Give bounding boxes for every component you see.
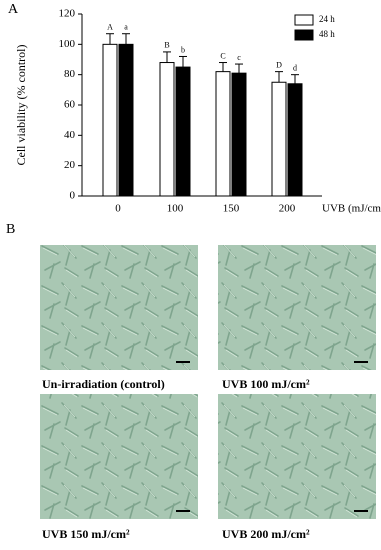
micrograph <box>218 394 376 519</box>
micrograph <box>40 394 198 519</box>
bar <box>215 71 231 197</box>
legend-label: 24 h <box>319 14 335 24</box>
significance-letter: a <box>124 23 128 32</box>
bar <box>231 72 247 197</box>
x-axis-label: UVB (mJ/cm²) <box>322 203 381 215</box>
y-tick-label: 120 <box>59 8 76 20</box>
caption: UVB 150 mJ/cm² <box>42 527 130 541</box>
x-tick-label: 100 <box>167 203 184 215</box>
significance-letter: b <box>181 45 185 54</box>
x-tick-label: 0 <box>115 203 121 215</box>
micrograph <box>40 245 198 370</box>
y-tick-label: 80 <box>64 68 76 80</box>
significance-letter: B <box>164 41 169 50</box>
bar <box>102 43 118 197</box>
caption: Un-irradiation (control) <box>42 377 165 391</box>
legend-swatch <box>294 14 314 26</box>
panel-label: A <box>8 2 19 17</box>
caption: UVB 200 mJ/cm² <box>222 527 310 541</box>
significance-letter: d <box>293 63 297 72</box>
micrograph <box>218 245 376 370</box>
caption: UVB 100 mJ/cm² <box>222 377 310 391</box>
legend-swatch <box>294 29 314 41</box>
bar <box>175 66 191 197</box>
x-tick-label: 200 <box>279 203 296 215</box>
panel-label: B <box>6 222 15 237</box>
legend-label: 48 h <box>319 29 335 39</box>
y-tick-label: 20 <box>64 159 76 171</box>
y-tick-label: 100 <box>59 38 76 50</box>
y-tick-label: 40 <box>64 129 76 141</box>
x-tick-label: 150 <box>223 203 240 215</box>
bar <box>287 83 303 197</box>
bar <box>159 62 175 197</box>
significance-letter: D <box>276 60 282 69</box>
micrographs <box>40 245 376 519</box>
y-tick-label: 60 <box>64 99 76 111</box>
y-axis-label: Cell viability (% control) <box>14 45 28 166</box>
significance-letter: c <box>237 53 241 62</box>
y-tick-label: 0 <box>70 190 76 202</box>
significance-letter: C <box>220 51 225 60</box>
significance-letter: A <box>107 23 113 32</box>
bar <box>271 81 287 197</box>
bar <box>118 43 134 197</box>
